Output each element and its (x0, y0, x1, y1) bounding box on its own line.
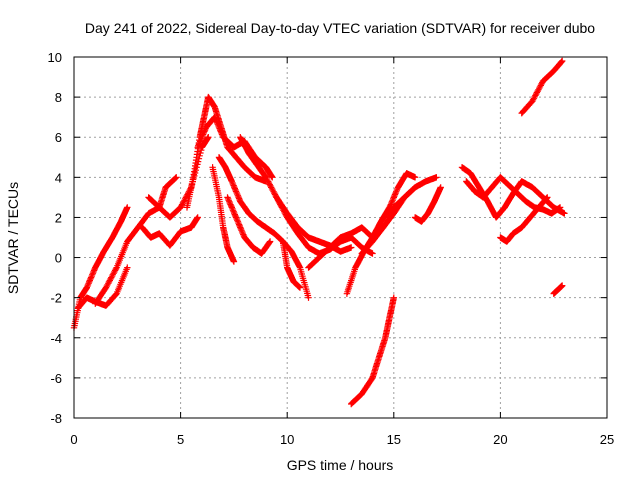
point-markers (215, 154, 312, 301)
series-arc-9 (215, 154, 312, 301)
x-tick-label: 10 (280, 432, 294, 447)
point-markers (279, 238, 304, 291)
point-markers (209, 164, 238, 265)
y-tick-label: 6 (55, 130, 62, 145)
series-arc-8 (209, 164, 238, 265)
series-arc-4 (139, 214, 201, 249)
x-tick-label: 25 (600, 432, 614, 447)
y-tick-label: 4 (55, 170, 62, 185)
series-arc-22 (518, 57, 566, 117)
point-markers (224, 194, 274, 257)
chart-title: Day 241 of 2022, Sidereal Day-to-day VTE… (85, 20, 595, 36)
series-arc-5 (145, 174, 180, 211)
axis-ticks (73, 56, 608, 419)
x-tick-label: 15 (387, 432, 401, 447)
point-markers (183, 93, 270, 211)
y-tick-label: -2 (50, 291, 62, 306)
series-arc-1 (70, 204, 131, 331)
y-tick-label: 2 (55, 210, 62, 225)
point-markers (497, 194, 551, 245)
y-tick-label: -4 (50, 331, 62, 346)
point-markers (348, 294, 397, 408)
series-arc-6 (183, 93, 270, 211)
data-points (70, 57, 568, 408)
x-tick-labels: 0 5 10 15 20 25 (70, 432, 614, 447)
x-tick-label: 20 (493, 432, 507, 447)
point-markers (518, 57, 566, 117)
point-markers (92, 134, 212, 307)
y-tick-label: -8 (50, 411, 62, 426)
x-tick-label: 5 (177, 432, 184, 447)
grid-lines (74, 57, 607, 418)
y-tick-label: 8 (55, 90, 62, 105)
y-tick-label: 0 (55, 251, 62, 266)
x-axis-label: GPS time / hours (287, 457, 394, 473)
series-arc-23 (550, 282, 566, 297)
point-markers (70, 204, 131, 331)
point-markers (411, 184, 444, 225)
point-markers (145, 174, 180, 211)
y-tick-label: 10 (48, 50, 62, 65)
series-arc-16 (348, 294, 397, 408)
series-arc-13 (279, 238, 304, 291)
plot-frame (73, 56, 608, 419)
y-axis-label: SDTVAR / TECUs (5, 182, 21, 294)
series-arc-17 (358, 174, 440, 257)
point-markers (139, 214, 201, 249)
x-tick-label: 0 (70, 432, 77, 447)
point-markers (358, 174, 440, 257)
series-arc-3 (92, 134, 212, 307)
series-arc-21 (497, 194, 551, 245)
y-tick-label: -6 (50, 371, 62, 386)
y-tick-labels: -8 -6 -4 -2 0 2 4 6 8 10 (48, 50, 62, 426)
series-arc-10 (224, 194, 274, 257)
series-arc-18 (411, 184, 444, 225)
point-markers (550, 282, 566, 297)
